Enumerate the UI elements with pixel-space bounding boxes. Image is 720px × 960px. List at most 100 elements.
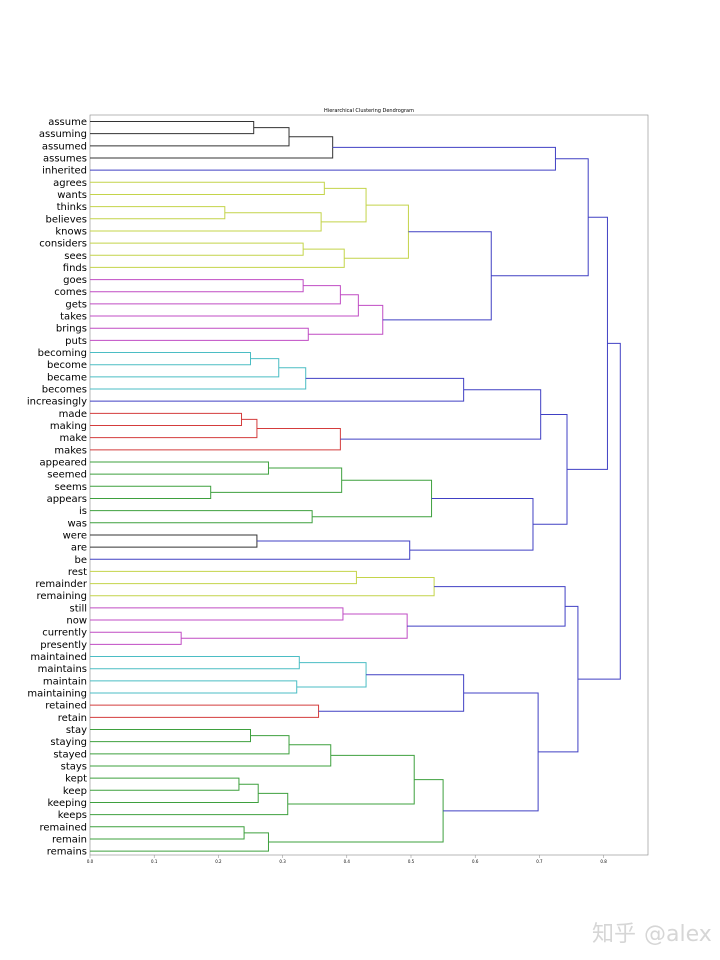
link-c59 bbox=[538, 605, 579, 753]
leaf-label-seems: seems bbox=[55, 482, 87, 493]
link-c3 bbox=[90, 136, 334, 159]
link-c18 bbox=[491, 158, 589, 277]
leaf-label-takes: takes bbox=[60, 312, 87, 323]
leaf-label-remain: remain bbox=[52, 834, 87, 845]
link-c11 bbox=[344, 204, 409, 259]
x-tick-label: 0.2 bbox=[215, 859, 222, 864]
link-c8 bbox=[321, 187, 367, 223]
leaf-label-believes: believes bbox=[46, 214, 88, 225]
link-c39 bbox=[90, 607, 344, 621]
leaf-label-agrees: agrees bbox=[53, 178, 87, 189]
watermark: 知乎 @alex bbox=[592, 916, 720, 948]
x-tick-label: 0.5 bbox=[408, 859, 415, 864]
link-c12 bbox=[90, 279, 304, 293]
x-tick-label: 0.7 bbox=[536, 859, 543, 864]
link-c51 bbox=[90, 777, 240, 791]
link-c55 bbox=[90, 826, 245, 840]
link-c10 bbox=[90, 248, 345, 268]
leaf-label-was: was bbox=[67, 518, 87, 529]
leaf-label-maintaining: maintaining bbox=[27, 689, 87, 700]
leaf-label-knows: knows bbox=[55, 226, 87, 237]
leaf-label-keep: keep bbox=[63, 786, 87, 797]
leaf-label-retained: retained bbox=[45, 701, 87, 712]
x-tick-label: 0.3 bbox=[279, 859, 286, 864]
link-c37 bbox=[90, 570, 357, 585]
leaf-label-make: make bbox=[60, 433, 87, 444]
leaf-label-remaining: remaining bbox=[37, 591, 88, 602]
leaf-label-appeared: appeared bbox=[40, 457, 88, 468]
leaf-label-assumes: assumes bbox=[43, 153, 87, 164]
link-c44 bbox=[90, 680, 298, 694]
dendrogram-links bbox=[90, 121, 621, 852]
leaf-label-now: now bbox=[66, 616, 87, 627]
link-c34 bbox=[409, 497, 534, 551]
link-c16 bbox=[308, 304, 384, 335]
chart-title: Hierarchical Clustering Dendrogram bbox=[324, 108, 414, 114]
x-axis-ticks: 0.0 0.1 0.2 0.3 0.4 0.5 0.6 0.7 0.8 bbox=[87, 855, 607, 864]
link-c21 bbox=[90, 367, 307, 390]
leaf-label-be: be bbox=[75, 555, 88, 566]
watermark-platform: 知乎 bbox=[592, 922, 637, 947]
leaf-label-assume: assume bbox=[48, 117, 87, 128]
link-c33 bbox=[90, 540, 411, 560]
leaf-label-presently: presently bbox=[40, 640, 87, 651]
leaf-label-goes: goes bbox=[63, 275, 87, 286]
leaf-label-maintains: maintains bbox=[38, 664, 87, 675]
link-c35 bbox=[532, 413, 568, 525]
link-c46 bbox=[90, 704, 320, 718]
link-c14 bbox=[90, 294, 359, 317]
link-c43 bbox=[90, 656, 300, 670]
leaf-label-staying: staying bbox=[50, 737, 87, 748]
link-c40 bbox=[90, 631, 182, 645]
leaf-label-became: became bbox=[47, 372, 87, 383]
link-c32 bbox=[90, 534, 258, 548]
link-c4 bbox=[90, 146, 556, 171]
link-c58 bbox=[443, 692, 539, 812]
link-c47 bbox=[318, 674, 465, 712]
leaf-label-are: are bbox=[71, 543, 87, 554]
link-c30 bbox=[90, 510, 313, 524]
plot-frame bbox=[89, 114, 649, 856]
leaf-label-stays: stays bbox=[61, 761, 87, 772]
link-c26 bbox=[340, 389, 542, 440]
link-c60 bbox=[577, 342, 621, 680]
leaf-label-inherited: inherited bbox=[42, 166, 87, 177]
leaf-label-stay: stay bbox=[66, 725, 87, 736]
link-c57 bbox=[268, 779, 444, 843]
link-c19 bbox=[90, 352, 251, 366]
link-c56 bbox=[90, 832, 269, 852]
leaf-label-is: is bbox=[79, 506, 87, 517]
leaf-label-becoming: becoming bbox=[38, 348, 87, 359]
leaf-label-remained: remained bbox=[39, 822, 87, 833]
link-c42 bbox=[407, 586, 566, 627]
leaf-label-makes: makes bbox=[54, 445, 87, 456]
leaf-label-remains: remains bbox=[47, 847, 87, 858]
leaf-label-finds: finds bbox=[63, 263, 87, 274]
leaf-label-were: were bbox=[63, 530, 87, 541]
leaf-label-thinks: thinks bbox=[57, 202, 87, 213]
link-c36 bbox=[567, 216, 608, 470]
link-c1 bbox=[90, 121, 255, 135]
leaf-label-remainder: remainder bbox=[35, 579, 88, 590]
leaf-label-maintain: maintain bbox=[43, 676, 87, 687]
leaf-label-keeping: keeping bbox=[47, 798, 87, 809]
leaf-label-currently: currently bbox=[42, 628, 87, 639]
link-c7 bbox=[90, 212, 322, 232]
x-tick-label: 0.0 bbox=[87, 859, 94, 864]
link-c52 bbox=[90, 783, 259, 803]
link-c6 bbox=[90, 206, 226, 220]
x-tick-label: 0.8 bbox=[600, 859, 607, 864]
link-c2 bbox=[90, 127, 290, 147]
x-tick-label: 0.4 bbox=[344, 859, 351, 864]
leaf-label-made: made bbox=[59, 409, 87, 420]
leaf-label-assuming: assuming bbox=[39, 129, 87, 140]
leaf-label-retain: retain bbox=[58, 713, 87, 724]
link-c15 bbox=[90, 327, 309, 341]
link-c28 bbox=[90, 485, 212, 499]
link-c24 bbox=[90, 418, 258, 439]
leaf-label-comes: comes bbox=[54, 287, 87, 298]
link-c5 bbox=[90, 181, 325, 195]
link-c25 bbox=[90, 428, 341, 451]
leaf-label-increasingly: increasingly bbox=[27, 397, 87, 408]
